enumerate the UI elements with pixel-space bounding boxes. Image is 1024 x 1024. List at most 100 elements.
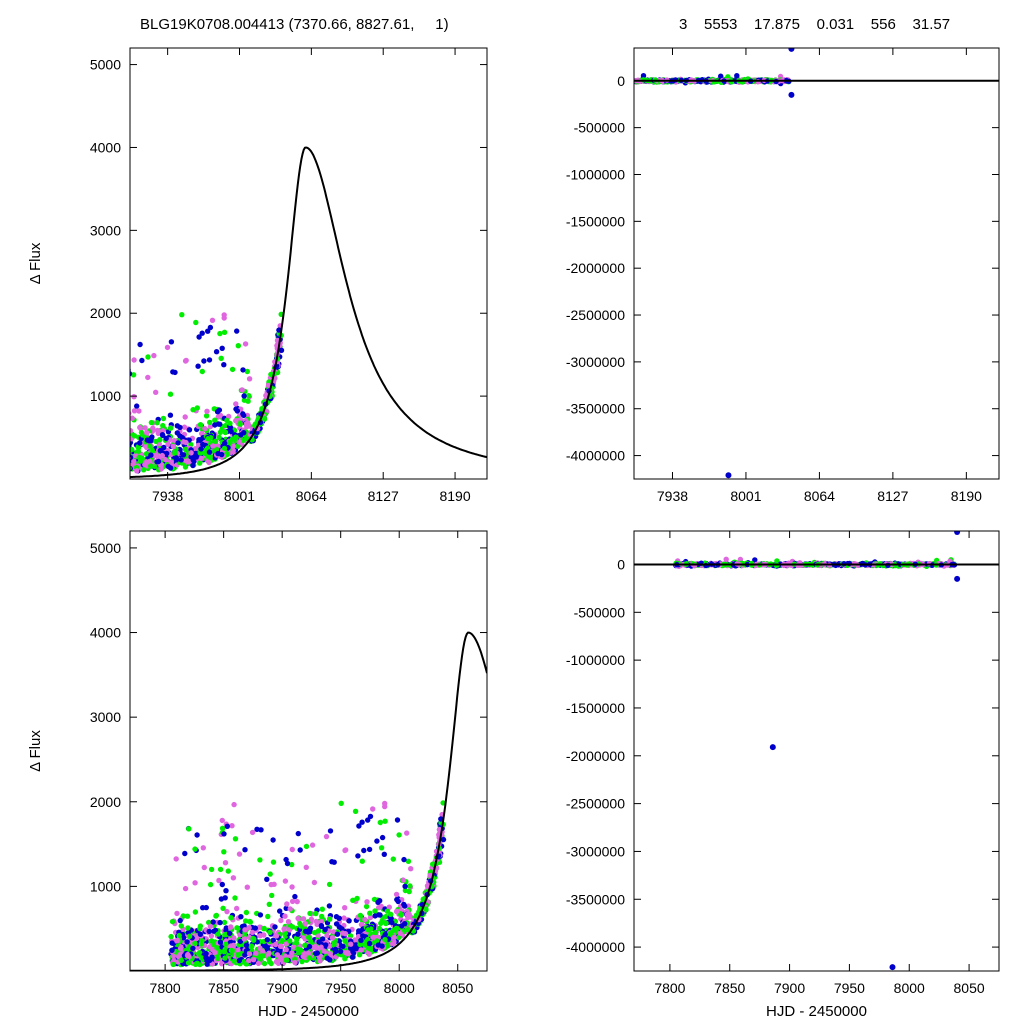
data-point — [21, 445, 26, 450]
data-point — [205, 453, 212, 460]
data-point — [39, 465, 44, 470]
data-point — [85, 447, 90, 452]
data-point — [334, 931, 341, 937]
data-point — [28, 450, 33, 455]
data-point — [107, 446, 112, 451]
data-point — [168, 459, 174, 465]
data-point — [336, 924, 342, 930]
data-point — [584, 79, 589, 84]
data-point — [74, 426, 79, 431]
data-point — [246, 925, 252, 931]
data-point — [596, 79, 601, 84]
data-point — [573, 78, 578, 83]
data-point — [565, 78, 570, 83]
data-point — [207, 423, 214, 430]
data-point — [242, 927, 248, 933]
data-point — [37, 447, 42, 452]
data-point — [592, 78, 597, 83]
data-point — [203, 904, 209, 911]
data-point — [609, 78, 614, 83]
data-point — [382, 800, 388, 807]
data-point — [92, 434, 97, 439]
data-point — [39, 463, 44, 468]
data-point — [529, 78, 534, 83]
data-point — [584, 77, 589, 82]
data-point — [116, 452, 121, 457]
data-point — [560, 78, 565, 83]
data-point — [207, 419, 213, 426]
data-point — [31, 458, 36, 463]
data-point — [326, 903, 333, 909]
data-point — [190, 407, 196, 413]
data-point — [84, 452, 89, 457]
data-point — [120, 427, 125, 432]
data-point — [376, 925, 383, 932]
data-point — [218, 412, 224, 419]
data-point — [123, 459, 128, 464]
data-point — [118, 455, 123, 460]
data-point — [233, 418, 239, 424]
data-point — [130, 428, 134, 434]
data-point — [601, 78, 606, 83]
data-point — [548, 78, 553, 83]
data-point — [99, 469, 104, 474]
data-point — [391, 939, 397, 945]
data-point — [214, 409, 221, 415]
data-point — [222, 955, 228, 961]
data-point — [308, 916, 315, 922]
data-point — [559, 79, 564, 84]
data-point — [145, 374, 151, 381]
data-point — [88, 469, 93, 474]
data-point — [157, 447, 163, 454]
data-point — [585, 77, 590, 82]
data-point — [169, 940, 175, 946]
data-point — [231, 958, 237, 964]
data-point — [283, 946, 289, 953]
data-point — [194, 405, 200, 411]
data-point — [226, 930, 233, 937]
data-point — [553, 77, 558, 82]
data-point — [564, 78, 569, 83]
data-point — [56, 461, 61, 466]
data-point — [234, 905, 240, 912]
data-point — [295, 931, 301, 937]
data-point — [568, 78, 573, 83]
y-tick-label: -2000000 — [566, 748, 625, 764]
data-point — [264, 937, 270, 943]
x-tick-label: 7900 — [774, 980, 805, 996]
data-point — [100, 454, 105, 459]
data-point — [39, 449, 44, 454]
data-point — [30, 468, 35, 473]
data-point — [71, 451, 76, 456]
data-point — [110, 449, 115, 454]
data-point — [550, 78, 555, 83]
data-point — [539, 79, 544, 84]
data-point — [24, 470, 29, 475]
data-point — [25, 436, 30, 441]
data-point — [192, 446, 199, 452]
data-point — [41, 469, 46, 474]
y-tick-label: -1500000 — [566, 700, 625, 716]
data-point — [236, 851, 243, 857]
data-point — [277, 943, 284, 949]
x-tick-label: 8064 — [804, 488, 835, 504]
data-point — [65, 457, 70, 462]
plot-area — [634, 531, 999, 971]
data-point — [76, 461, 81, 466]
data-point — [109, 462, 114, 467]
data-point — [109, 411, 114, 416]
data-point — [590, 78, 595, 83]
data-point — [215, 931, 221, 937]
data-point — [75, 456, 80, 461]
y-tick-label: -1500000 — [566, 213, 625, 229]
data-point — [359, 858, 365, 864]
data-point — [516, 78, 521, 83]
data-point — [49, 447, 54, 452]
y-tick-label: 2000 — [90, 794, 121, 810]
data-point — [37, 419, 42, 424]
data-point — [100, 442, 105, 447]
data-point — [242, 847, 248, 853]
data-point — [244, 884, 250, 890]
data-point — [176, 932, 182, 939]
data-point — [53, 463, 58, 468]
